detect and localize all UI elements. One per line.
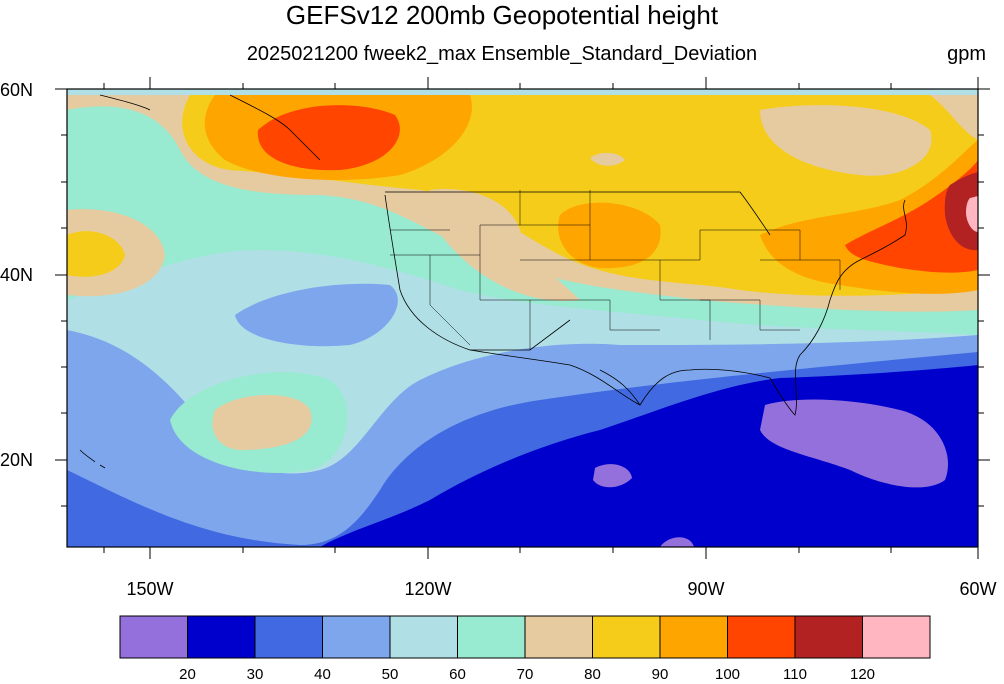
- lat-label-60n: 60N: [0, 80, 34, 100]
- contour-fill-below-20: [760, 399, 948, 488]
- map-ticks: [55, 77, 990, 559]
- colorbar-swatch-5: [457, 615, 526, 659]
- colorbar-swatch-3: [322, 615, 391, 659]
- colorbar-swatch-2: [254, 615, 323, 659]
- colorbar-label-30: 30: [246, 666, 264, 683]
- contour-fill-70-80-canada: [760, 105, 932, 176]
- colorbar-swatch-4: [389, 615, 458, 659]
- lon-label-120w: 120W: [404, 579, 452, 599]
- contour-fill-100-110-east: [845, 160, 978, 273]
- lon-label-60w: 60W: [959, 579, 997, 599]
- contour-field: [67, 89, 978, 547]
- units-label: gpm: [947, 43, 986, 65]
- chart-subtitle: 2025021200 fweek2_max Ensemble_Standard_…: [246, 43, 758, 65]
- colorbar-swatch-10: [794, 615, 863, 659]
- lat-label-20n: 20N: [0, 450, 34, 470]
- lat-label-40n: 40N: [0, 265, 34, 285]
- colorbar-label-70: 70: [516, 666, 534, 683]
- contour-fill-80-90-west: [67, 231, 125, 277]
- contour-fill-100-110-alaska: [257, 105, 400, 171]
- colorbar-swatch-0: [119, 615, 188, 659]
- lon-label-90w: 90W: [687, 579, 725, 599]
- contour-fill-above-120: [966, 196, 978, 232]
- lon-label-150w: 150W: [126, 579, 174, 599]
- contour-fill-40-50-patch: [235, 283, 398, 347]
- contour-fill-70-80-pacific: [212, 395, 312, 450]
- colorbar-swatch-11: [862, 615, 931, 659]
- colorbar-swatch-1: [187, 615, 256, 659]
- colorbar-label-100: 100: [714, 666, 741, 683]
- colorbar-label-90: 90: [651, 666, 669, 683]
- colorbar-label-60: 60: [449, 666, 466, 683]
- colorbar-label-40: 40: [314, 666, 331, 683]
- colorbar-label-120: 120: [849, 666, 876, 683]
- colorbar-label-20: 20: [179, 666, 196, 683]
- contour-fill-below-20-small: [593, 464, 632, 488]
- contour-fill-110-120: [944, 172, 978, 251]
- colorbar-swatch-6: [524, 615, 593, 659]
- contour-fill-70-80-spot: [590, 152, 625, 166]
- contour-fill-70-80-rockies: [427, 189, 580, 301]
- colorbar-label-110: 110: [783, 666, 807, 683]
- colorbar-label-50: 50: [381, 666, 399, 683]
- colorbar-swatch-7: [592, 615, 661, 659]
- map-frame: [66, 88, 979, 548]
- colorbar-swatch-9: [727, 615, 796, 659]
- contour-fill-90-100-plains: [558, 202, 661, 269]
- colorbar: [119, 615, 931, 659]
- contour-fill-below-20-edge: [660, 537, 694, 547]
- colorbar-swatch-8: [659, 615, 728, 659]
- colorbar-label-80: 80: [584, 666, 601, 683]
- chart-title: GEFSv12 200mb Geopotential height: [285, 0, 719, 30]
- state-borders: [390, 190, 841, 350]
